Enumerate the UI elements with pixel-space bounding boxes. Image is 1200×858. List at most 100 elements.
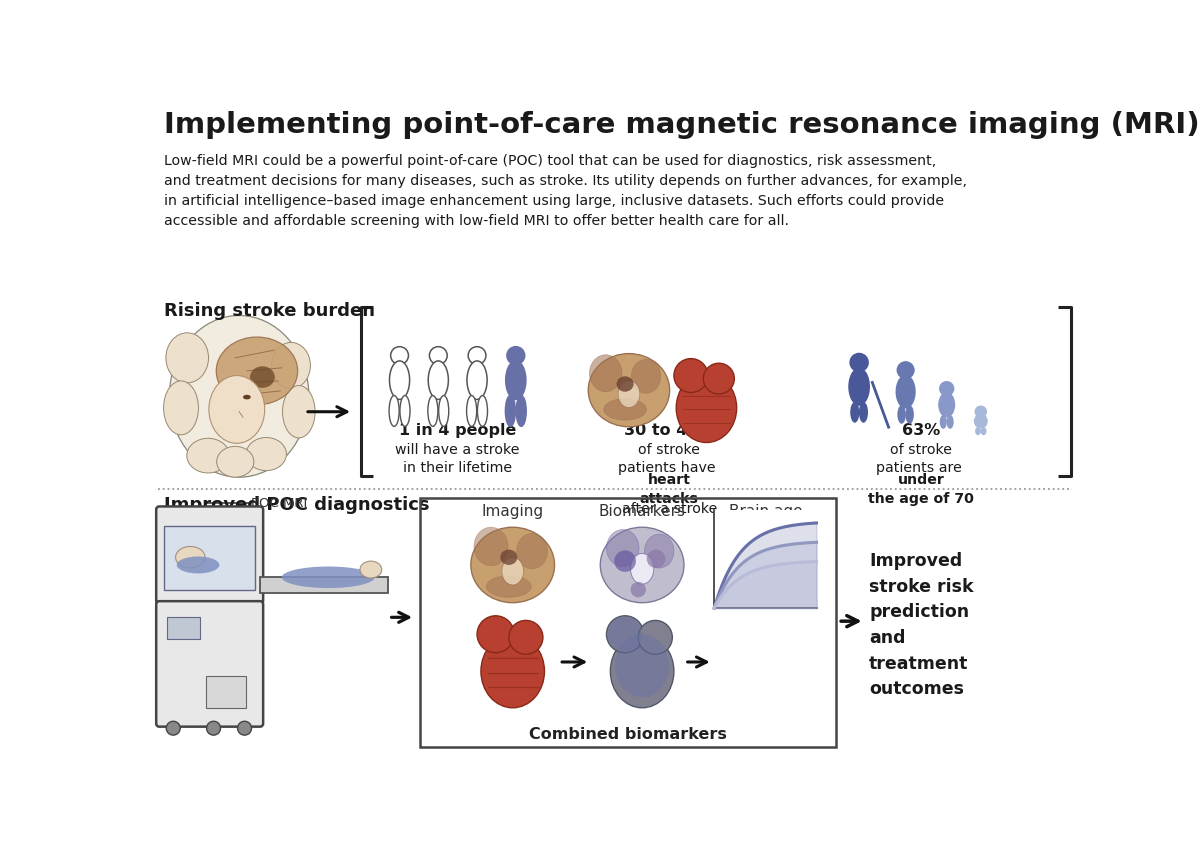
Text: 63%: 63%	[902, 422, 941, 438]
Bar	[420, 498, 836, 746]
Ellipse shape	[898, 405, 906, 424]
Ellipse shape	[938, 392, 955, 418]
Ellipse shape	[505, 396, 516, 426]
Ellipse shape	[940, 415, 947, 429]
Circle shape	[478, 616, 515, 653]
Bar	[260, 577, 388, 593]
Circle shape	[606, 616, 643, 653]
Text: 30 to 40%: 30 to 40%	[624, 422, 714, 438]
Text: Imaging: Imaging	[481, 505, 544, 519]
Ellipse shape	[360, 561, 382, 578]
Text: will have a stroke
in their lifetime: will have a stroke in their lifetime	[396, 443, 520, 475]
Ellipse shape	[588, 353, 670, 426]
Circle shape	[638, 620, 672, 655]
Ellipse shape	[589, 354, 622, 392]
Ellipse shape	[428, 396, 438, 426]
Ellipse shape	[400, 396, 410, 426]
Ellipse shape	[250, 366, 275, 388]
Ellipse shape	[428, 361, 449, 400]
Ellipse shape	[618, 381, 640, 408]
Text: 1 in 4 people: 1 in 4 people	[398, 422, 516, 438]
Ellipse shape	[271, 342, 311, 389]
Text: Improved
stroke risk
prediction
and
treatment
outcomes: Improved stroke risk prediction and trea…	[869, 552, 973, 698]
Bar	[206, 676, 246, 708]
Ellipse shape	[611, 635, 674, 708]
Ellipse shape	[516, 396, 527, 426]
Ellipse shape	[467, 396, 476, 426]
Ellipse shape	[617, 377, 634, 392]
Ellipse shape	[980, 427, 986, 435]
Circle shape	[647, 550, 665, 568]
Ellipse shape	[282, 385, 316, 438]
Text: Improved POC diagnostics: Improved POC diagnostics	[164, 496, 430, 514]
Circle shape	[896, 361, 914, 379]
Bar	[167, 617, 199, 639]
Ellipse shape	[604, 399, 647, 420]
Text: of stroke
patients are: of stroke patients are	[876, 443, 966, 475]
Circle shape	[430, 347, 448, 365]
Ellipse shape	[216, 337, 298, 405]
Ellipse shape	[631, 360, 661, 393]
Ellipse shape	[187, 438, 229, 473]
Text: Biomarkers: Biomarkers	[599, 505, 685, 519]
Circle shape	[468, 347, 486, 365]
Circle shape	[674, 359, 708, 392]
Ellipse shape	[502, 557, 523, 585]
Ellipse shape	[906, 405, 914, 424]
Ellipse shape	[848, 367, 870, 406]
Text: Combined biomarkers: Combined biomarkers	[529, 727, 727, 742]
FancyBboxPatch shape	[156, 506, 263, 603]
Ellipse shape	[474, 527, 508, 565]
Ellipse shape	[616, 634, 670, 698]
Ellipse shape	[390, 361, 409, 400]
Circle shape	[974, 406, 988, 418]
Ellipse shape	[470, 527, 554, 602]
Circle shape	[167, 722, 180, 735]
Circle shape	[506, 347, 524, 365]
Ellipse shape	[976, 427, 980, 435]
Ellipse shape	[163, 381, 198, 435]
Ellipse shape	[176, 557, 220, 573]
Text: Brain age: Brain age	[730, 505, 803, 519]
Ellipse shape	[478, 396, 487, 426]
Circle shape	[391, 347, 408, 365]
Circle shape	[206, 722, 221, 735]
Text: Low-field MRI could be a powerful point-of-care (POC) tool that can be used for : Low-field MRI could be a powerful point-…	[164, 154, 967, 228]
Ellipse shape	[486, 576, 532, 597]
Ellipse shape	[166, 333, 209, 383]
Circle shape	[608, 617, 642, 651]
Ellipse shape	[516, 534, 547, 569]
Text: of stroke
patients have: of stroke patients have	[618, 443, 720, 475]
Ellipse shape	[209, 376, 265, 444]
Ellipse shape	[851, 402, 859, 423]
Ellipse shape	[242, 395, 251, 400]
Ellipse shape	[644, 535, 674, 568]
Text: after a stroke: after a stroke	[622, 502, 716, 516]
Ellipse shape	[169, 316, 308, 477]
Ellipse shape	[282, 566, 374, 588]
Ellipse shape	[439, 396, 449, 426]
Text: POC MRI: POC MRI	[251, 497, 307, 510]
Ellipse shape	[606, 529, 640, 566]
Ellipse shape	[505, 361, 526, 400]
Text: under
the age of 70: under the age of 70	[868, 474, 974, 506]
Ellipse shape	[947, 415, 954, 429]
Circle shape	[509, 620, 542, 655]
Ellipse shape	[630, 553, 654, 584]
Ellipse shape	[895, 375, 916, 408]
Bar	[714, 510, 816, 608]
Text: Rising stroke burden: Rising stroke burden	[164, 302, 374, 320]
Ellipse shape	[677, 373, 737, 443]
Ellipse shape	[600, 527, 684, 602]
Circle shape	[238, 722, 252, 735]
Ellipse shape	[974, 414, 988, 429]
Ellipse shape	[481, 635, 545, 708]
Circle shape	[614, 550, 636, 572]
Text: heart
attacks: heart attacks	[640, 474, 698, 506]
Ellipse shape	[467, 361, 487, 400]
FancyBboxPatch shape	[156, 601, 263, 727]
Text: Implementing point-of-care magnetic resonance imaging (MRI): Implementing point-of-care magnetic reso…	[164, 111, 1200, 139]
Circle shape	[850, 353, 869, 372]
Ellipse shape	[175, 547, 205, 568]
Ellipse shape	[859, 402, 868, 423]
